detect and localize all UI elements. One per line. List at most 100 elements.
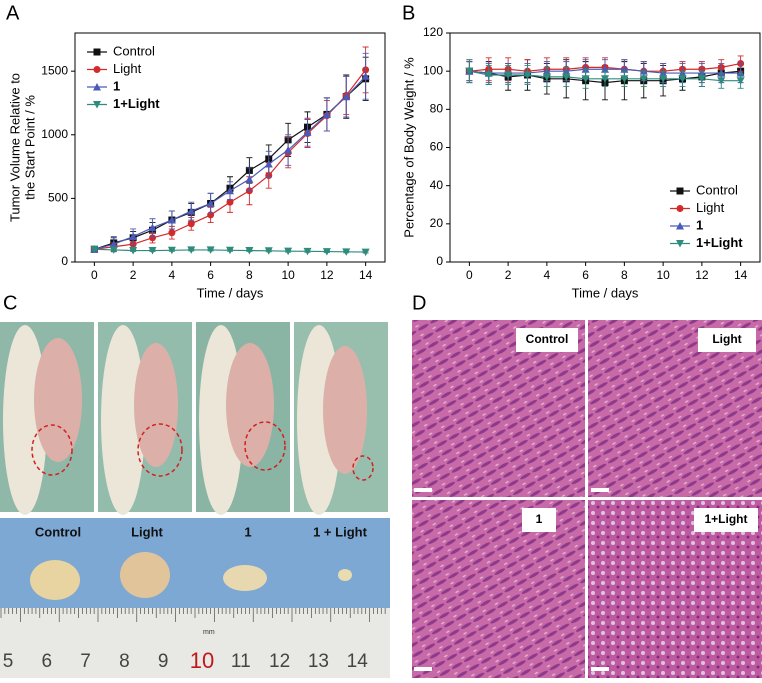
y-axis-label: Percentage of Body Weight / %: [401, 57, 416, 238]
y-tick-label: 80: [430, 102, 444, 116]
ruler-number: 13: [308, 651, 329, 672]
x-tick-label: 14: [359, 268, 373, 282]
tumor-circles: [31, 421, 374, 481]
y-tick-label: 0: [436, 254, 443, 268]
marker: [129, 247, 138, 255]
x-tick-label: 2: [130, 268, 137, 282]
legend-marker: [676, 187, 684, 195]
photo-label: 1 + Light: [313, 524, 367, 539]
x-axis-label: Time / days: [197, 285, 264, 300]
y-tick-label: 60: [430, 140, 444, 154]
x-axis-label: Time / days: [572, 285, 639, 300]
x-tick-label: 12: [320, 268, 334, 282]
mice: [34, 338, 367, 474]
marker: [504, 71, 513, 79]
marker: [168, 229, 176, 237]
photo-label: Control: [35, 524, 81, 539]
plot-frame: [74, 32, 386, 263]
marker: [303, 247, 312, 256]
marker: [149, 234, 156, 242]
ruler-number: 9: [158, 651, 169, 672]
marker: [581, 75, 590, 83]
marker: [226, 186, 234, 195]
ruler-number: 12: [269, 651, 290, 672]
marker: [129, 232, 138, 241]
marker: [303, 128, 312, 136]
marker: [187, 220, 195, 228]
x-tick-label: 10: [656, 268, 670, 282]
marker: [284, 146, 293, 154]
x-tick-label: 14: [734, 268, 748, 282]
marker: [342, 248, 351, 256]
marker: [601, 75, 609, 83]
photo-d: [412, 320, 762, 678]
ruler-number: 10: [190, 648, 214, 673]
marker: [284, 247, 293, 256]
marker: [322, 248, 331, 256]
marker: [109, 246, 118, 254]
photo-label: 1: [536, 512, 543, 526]
marker: [226, 198, 234, 206]
y-axis-label: Tumor Volume Relative to: [7, 73, 22, 222]
marker: [245, 247, 254, 255]
legend-marker: [93, 83, 101, 91]
ruler-number: 8: [119, 651, 130, 672]
x-tick-label: 12: [695, 268, 709, 282]
marker: [167, 246, 176, 255]
marker: [207, 211, 215, 219]
x-tick-label: 10: [281, 268, 295, 282]
tumors: [30, 552, 352, 600]
marker: [264, 160, 273, 168]
ruler-number: 5: [3, 651, 14, 672]
legend-label: 1: [113, 78, 120, 93]
label-box: [698, 328, 756, 352]
label-box: [516, 328, 578, 352]
x-tick-label: 6: [582, 268, 589, 282]
y-tick-label: 1500: [41, 63, 68, 77]
marker: [167, 216, 176, 224]
label-box: [522, 508, 556, 532]
photo-label: 1: [244, 524, 251, 539]
legend-marker: [676, 240, 684, 248]
marker: [620, 75, 629, 83]
histology-tile: [412, 500, 585, 678]
marker: [206, 246, 215, 254]
legend-marker: [676, 205, 684, 212]
marker: [148, 223, 157, 232]
legend-label: 1+Light: [696, 235, 743, 250]
marker: [206, 199, 215, 207]
ruler-unit: mm: [203, 629, 215, 636]
x-tick-label: 0: [466, 268, 473, 282]
marker: [322, 110, 331, 118]
ruler-number: 11: [231, 651, 251, 672]
ruler: [0, 608, 390, 678]
ruler-ticks: [0, 608, 386, 622]
y-tick-label: 100: [423, 63, 443, 77]
y-tick-label: 500: [48, 191, 68, 205]
marker: [90, 245, 99, 254]
legend-marker: [93, 48, 101, 56]
marker: [264, 247, 273, 255]
legend-label: Control: [696, 182, 738, 197]
marker: [542, 73, 551, 81]
label-box: [694, 508, 758, 532]
legend-label: 1+Light: [113, 96, 160, 111]
marker: [187, 207, 196, 215]
photo-label: 1+Light: [704, 512, 747, 526]
gloves: [3, 325, 341, 515]
marker: [523, 71, 532, 79]
x-tick-label: 8: [246, 268, 253, 282]
x-tick-label: 8: [621, 268, 628, 282]
y-tick-label: 0: [61, 254, 68, 268]
marker: [678, 75, 687, 83]
marker: [245, 175, 254, 183]
y-axis-label: the Start Point / %: [22, 95, 37, 200]
legend-label: Control: [113, 43, 155, 58]
legend-marker: [93, 101, 101, 109]
scale-bars: [414, 488, 609, 671]
panel-label: D: [412, 292, 426, 314]
marker: [659, 75, 668, 83]
photo-c: mm: [0, 322, 390, 678]
marker: [736, 77, 745, 85]
